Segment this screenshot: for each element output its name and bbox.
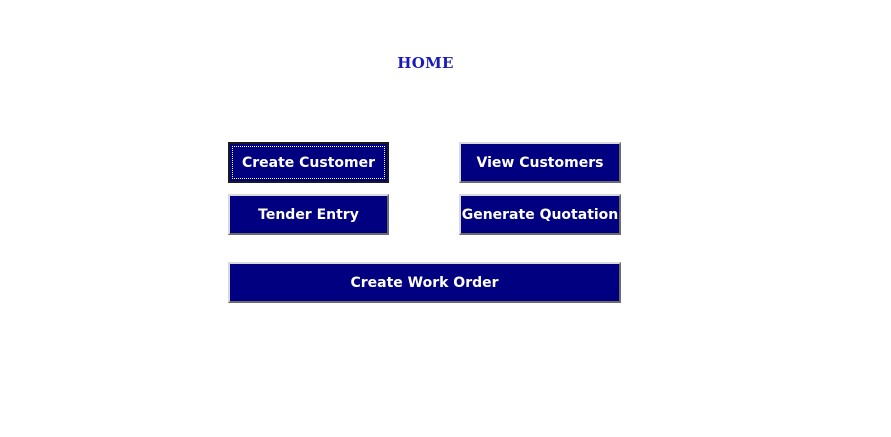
create-customer-button[interactable]: Create Customer bbox=[228, 142, 389, 183]
view-customers-button[interactable]: View Customers bbox=[459, 142, 621, 183]
generate-quotation-button[interactable]: Generate Quotation bbox=[459, 194, 621, 235]
create-work-order-button[interactable]: Create Work Order bbox=[228, 262, 621, 303]
page-title: HOME bbox=[397, 54, 454, 72]
tender-entry-button[interactable]: Tender Entry bbox=[228, 194, 389, 235]
